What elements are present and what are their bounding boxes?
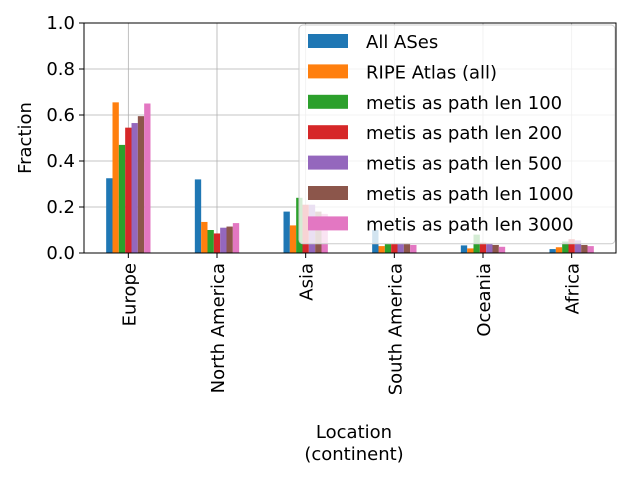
- y-tick-label: 0.8: [46, 59, 75, 80]
- bar: [403, 243, 411, 253]
- legend-label: metis as path len 200: [366, 123, 562, 144]
- y-tick-label: 1.0: [46, 13, 75, 34]
- legend-box: [298, 24, 616, 245]
- bar: [498, 246, 506, 253]
- bar: [549, 249, 556, 253]
- ticks: 0.0 0.2 0.4 0.6 0.8 1.0 Europe North America Asi…: [46, 13, 583, 395]
- bar: [118, 144, 126, 253]
- legend-swatch: [308, 186, 348, 200]
- bar: [410, 244, 417, 253]
- y-tick-label: 0.2: [46, 197, 75, 218]
- bar: [397, 243, 404, 253]
- bar: [568, 239, 575, 253]
- bar: [201, 221, 208, 253]
- bar: [106, 178, 113, 253]
- bar: [378, 246, 385, 253]
- bar: [555, 247, 563, 253]
- bar: [194, 179, 202, 253]
- bar: [220, 227, 227, 253]
- legend-label: metis as path len 100: [366, 93, 562, 114]
- bar: [587, 246, 594, 253]
- legend-label: All ASes: [366, 32, 438, 53]
- bar: [486, 243, 493, 253]
- legend-label: metis as path len 3000: [366, 214, 574, 235]
- legend-label: RIPE Atlas (all): [366, 62, 497, 83]
- bar: [207, 230, 214, 253]
- legend-swatch: [308, 64, 348, 79]
- legend-swatch: [308, 125, 348, 140]
- bar: [283, 211, 290, 253]
- bar: [467, 248, 474, 253]
- x-tick-label: Asia: [297, 263, 318, 301]
- y-tick-label: 0.0: [46, 243, 75, 264]
- legend-swatch: [308, 34, 348, 48]
- bar: [213, 233, 221, 253]
- x-tick-label: Africa: [563, 263, 584, 314]
- x-axis-label: (continent): [304, 444, 403, 465]
- legend-swatch: [308, 216, 348, 231]
- bar: [581, 244, 588, 253]
- x-tick-label: Oceania: [474, 263, 495, 337]
- bar: [562, 241, 569, 253]
- y-tick-label: 0.4: [46, 151, 75, 172]
- bar: [492, 244, 499, 253]
- x-tick-label: South America: [385, 263, 406, 395]
- y-axis-label: Fraction: [15, 102, 36, 174]
- bar: [125, 127, 132, 253]
- x-tick-label: Europe: [119, 263, 140, 326]
- x-axis-label: Location: [316, 422, 392, 443]
- bar: [131, 123, 138, 253]
- legend-swatch: [308, 94, 348, 109]
- plot-frame: [83, 22, 617, 254]
- bar: [460, 245, 468, 253]
- x-tick-label: North America: [208, 263, 229, 393]
- bar: [289, 225, 297, 253]
- axes: Fraction Location(continent): [15, 22, 617, 465]
- bar: [144, 103, 151, 253]
- legend-label: metis as path len 500: [366, 154, 562, 175]
- legend-swatch: [308, 155, 348, 170]
- legend: All ASes RIPE Atlas (all) metis as path le…: [298, 24, 616, 245]
- bar: [137, 116, 145, 254]
- bar: [226, 226, 233, 253]
- bar: [384, 243, 392, 253]
- bar: [391, 243, 398, 253]
- bar: [574, 240, 582, 253]
- bar: [232, 223, 240, 253]
- bar: [112, 102, 119, 253]
- y-tick-label: 0.6: [46, 105, 75, 126]
- legend-label: metis as path len 1000: [366, 184, 574, 205]
- bar: [479, 242, 487, 253]
